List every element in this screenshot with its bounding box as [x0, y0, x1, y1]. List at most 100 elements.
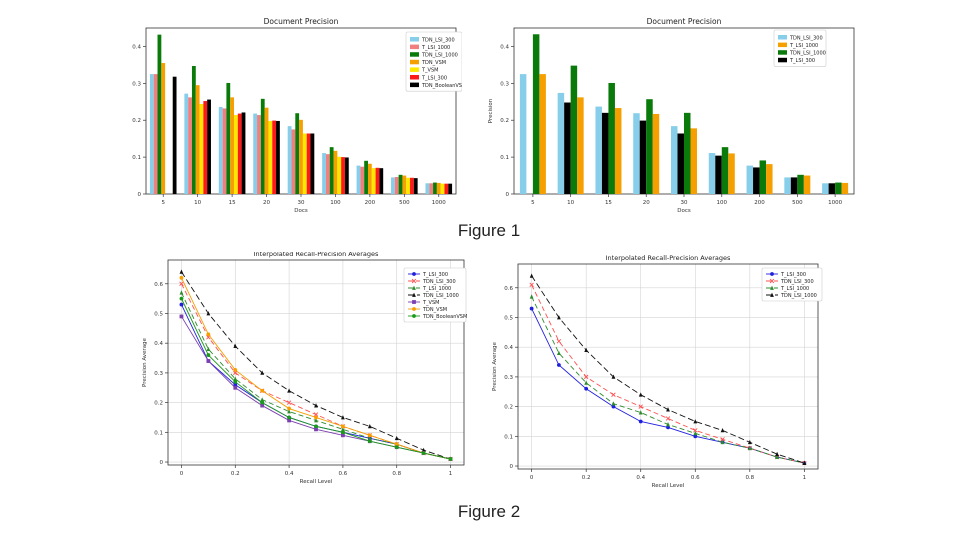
legend-label: TDN_VSM — [421, 60, 446, 66]
bar-tdn-lsi-1000 — [721, 147, 729, 194]
bar-tdn-lsi-1000 — [295, 113, 300, 194]
legend-label: TDN_LSI_1000 — [421, 53, 458, 59]
plot-frame — [167, 259, 465, 466]
line-marker — [341, 433, 345, 438]
line-marker — [693, 419, 698, 424]
line-marker — [638, 392, 643, 397]
legend-label: TDN_LSI_300 — [780, 279, 814, 285]
line-marker — [666, 425, 670, 430]
x-axis-label: Recall Level — [300, 479, 333, 485]
line-marker — [584, 386, 589, 391]
line-marker — [720, 427, 725, 433]
bar-t-vsm — [337, 156, 342, 194]
bar-t-lsi-1000 — [394, 177, 399, 194]
y-tick-label: 0 — [506, 192, 510, 198]
x-tick-label: 0 — [530, 475, 534, 481]
y-tick-label: 0.6 — [504, 286, 513, 292]
line-marker — [287, 418, 291, 423]
y-tick-label: 0.3 — [154, 371, 163, 377]
line-marker — [638, 410, 643, 415]
y-tick-label: 0.2 — [504, 405, 513, 411]
line-marker — [556, 339, 562, 344]
legend-label: T_LSI_300 — [780, 272, 806, 278]
line-marker — [529, 273, 534, 278]
bar-t-lsi-300 — [306, 133, 311, 194]
x-axis-label: Recall Level — [652, 483, 685, 489]
x-tick-label: 0.6 — [339, 471, 348, 477]
x-tick-label: 0.8 — [392, 471, 401, 477]
line-marker — [770, 285, 774, 290]
line-marker — [693, 428, 698, 433]
x-tick-label: 500 — [792, 200, 803, 206]
x-tick-label: 0.4 — [636, 475, 645, 481]
line-marker — [286, 400, 292, 405]
x-tick-label: 10 — [194, 200, 201, 206]
legend-swatch — [778, 35, 787, 40]
bar-t-lsi-1000 — [639, 120, 647, 194]
legend-swatch — [778, 57, 787, 63]
line-marker — [421, 451, 426, 456]
x-tick-label: 30 — [298, 200, 305, 206]
y-tick-label: 0.3 — [500, 81, 509, 87]
x-tick-label: 500 — [399, 200, 410, 206]
bar-tdn-lsi-300 — [595, 106, 602, 194]
figure1-caption: Figure 1 — [457, 221, 521, 240]
legend-label: TDN_VSM — [422, 307, 447, 313]
bar-tdn-lsi-300 — [822, 183, 829, 194]
x-tick-label: 0 — [180, 471, 184, 477]
bar-t-lsi-300 — [444, 183, 449, 194]
x-tick-label: 5 — [161, 200, 165, 206]
line-marker — [206, 353, 211, 357]
line-marker — [638, 404, 643, 409]
bar-tdn-lsi-300 — [784, 177, 791, 194]
line-marker — [802, 460, 807, 465]
legend-label: TDN_LSI_300 — [421, 37, 455, 43]
bar-t-lsi-300 — [652, 113, 660, 194]
bar-tdn-lsi-1000 — [570, 65, 578, 194]
line-marker — [287, 409, 291, 414]
line-marker — [770, 272, 774, 276]
x-tick-label: 1 — [449, 471, 453, 477]
y-tick-label: 0.4 — [154, 341, 163, 347]
x-tick-label: 15 — [605, 200, 612, 206]
plot-frame — [517, 263, 819, 470]
line-marker — [720, 439, 725, 445]
bar-tdn-lsi-1000 — [684, 112, 691, 194]
legend-swatch — [410, 44, 419, 50]
bar-t-vsm — [268, 120, 273, 194]
line-marker — [314, 424, 318, 429]
bar-tdn-lsi-1000 — [532, 34, 540, 194]
bar-tdn-lsi-300 — [218, 106, 223, 194]
y-tick-label: 0.3 — [132, 81, 141, 87]
y-tick-label: 0 — [138, 192, 142, 198]
bar-tdn-lsi-1000 — [608, 82, 615, 194]
bar-t-lsi-1000 — [257, 115, 261, 194]
legend-box — [761, 267, 823, 302]
line-marker — [287, 415, 291, 420]
line-marker — [179, 302, 184, 307]
line-marker — [367, 423, 372, 429]
x-tick-label: 200 — [365, 200, 376, 206]
line-marker — [557, 363, 561, 367]
line-marker — [287, 388, 291, 393]
bar-tdn-lsi-300 — [557, 92, 565, 194]
bar-tdn-booleanvsm — [448, 183, 453, 194]
line-marker — [179, 296, 184, 301]
y-tick-label: 0 — [510, 464, 514, 470]
bar-t-lsi-300 — [237, 113, 242, 194]
line-marker — [769, 278, 775, 284]
bar-tdn-vsm — [264, 107, 269, 194]
x-tick-label: 1 — [803, 475, 807, 481]
x-tick-label: 100 — [717, 200, 728, 206]
line-marker — [529, 294, 534, 299]
line-marker — [341, 430, 345, 435]
line-marker — [206, 359, 211, 363]
legend-swatch — [410, 75, 419, 80]
x-axis-label: Docs — [294, 208, 308, 214]
bar-tdn-lsi-1000 — [398, 174, 403, 194]
bar-tdn-lsi-300 — [287, 126, 292, 194]
legend-label: T_VSM — [422, 300, 439, 306]
y-tick-label: 0.1 — [504, 434, 513, 440]
x-tick-label: 0.2 — [582, 475, 591, 481]
bar-tdn-lsi-1000 — [157, 34, 162, 194]
